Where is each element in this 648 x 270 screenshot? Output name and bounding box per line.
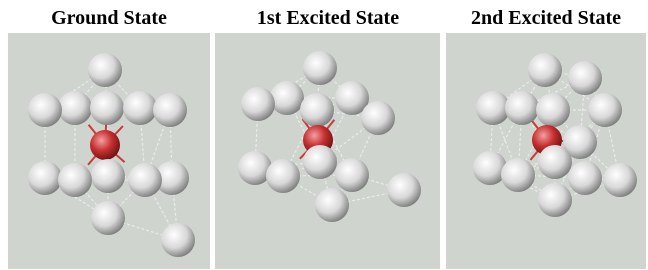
atom <box>90 91 124 125</box>
atom <box>315 188 349 222</box>
atom <box>538 183 572 217</box>
panel-title: 2nd Excited State <box>471 7 621 29</box>
atom <box>603 163 637 197</box>
atom <box>538 145 572 179</box>
atom <box>501 158 535 192</box>
atom <box>568 161 602 195</box>
figure: Ground State 1st Excited State 2nd Excit… <box>0 0 648 270</box>
atom <box>528 53 562 87</box>
atom <box>335 158 369 192</box>
atom <box>505 91 539 125</box>
atom <box>270 81 304 115</box>
panel-title: 1st Excited State <box>257 7 399 29</box>
atom <box>161 223 195 257</box>
atom <box>387 173 421 207</box>
atom <box>91 159 125 193</box>
panel-title: Ground State <box>51 7 167 29</box>
atom <box>300 93 334 127</box>
atom <box>88 53 122 87</box>
atom <box>266 159 300 193</box>
atom <box>28 161 62 195</box>
atom <box>361 101 395 135</box>
atom <box>91 201 125 235</box>
atom <box>58 91 92 125</box>
atom <box>153 93 187 127</box>
atom <box>476 91 510 125</box>
atom <box>128 163 162 197</box>
atom <box>58 163 92 197</box>
atom <box>28 93 62 127</box>
atom <box>303 51 337 85</box>
atom <box>536 93 570 127</box>
atom <box>123 91 157 125</box>
atom <box>303 145 337 179</box>
center-atom <box>90 130 120 160</box>
atom <box>588 93 622 127</box>
atom <box>568 61 602 95</box>
atom <box>241 87 275 121</box>
